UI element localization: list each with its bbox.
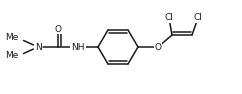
Text: Me: Me	[5, 52, 18, 61]
Text: Cl: Cl	[194, 14, 203, 22]
Text: O: O	[154, 42, 161, 52]
Text: N: N	[35, 42, 41, 52]
Text: O: O	[54, 25, 61, 33]
Text: Me: Me	[5, 33, 18, 42]
Text: Cl: Cl	[165, 14, 174, 22]
Text: NH: NH	[71, 42, 85, 52]
